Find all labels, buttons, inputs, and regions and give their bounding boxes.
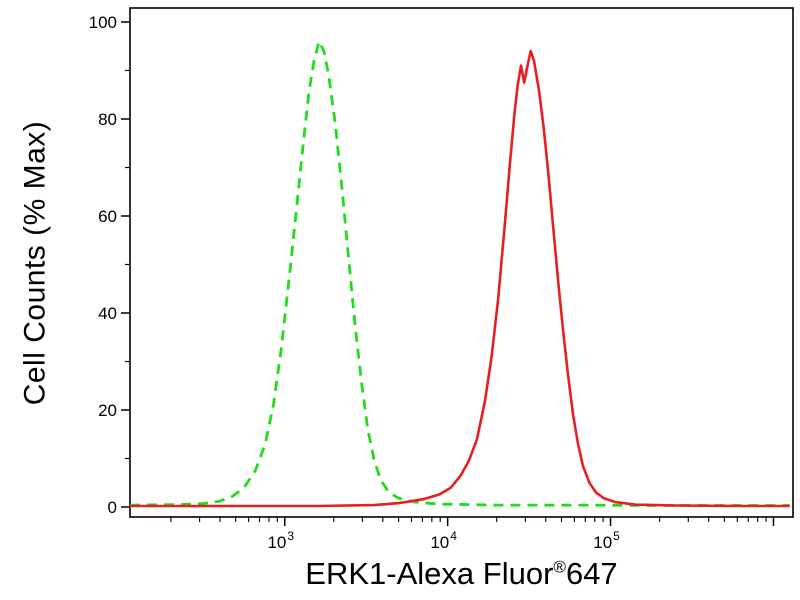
x-tick-label: 104 (430, 529, 457, 552)
y-tick-label: 40 (98, 304, 117, 323)
x-axis-label-tail: 647 (565, 556, 618, 591)
y-tick-label: 80 (98, 110, 117, 129)
x-axis-label-main: ERK1-Alexa Fluor (305, 556, 554, 591)
y-tick-label: 100 (89, 13, 117, 32)
plot-border (129, 7, 794, 518)
x-tick-label: 103 (267, 529, 294, 552)
registered-trademark-symbol: ® (553, 557, 566, 577)
red-solid-curve (130, 49, 790, 508)
x-tick-label: 105 (593, 529, 620, 552)
x-axis-label: ERK1-Alexa Fluor®647 (130, 556, 793, 592)
y-tick-label: 20 (98, 401, 117, 420)
y-tick-label: 60 (98, 207, 117, 226)
y-tick-label: 0 (108, 498, 117, 517)
green-dashed-curve (129, 40, 790, 507)
